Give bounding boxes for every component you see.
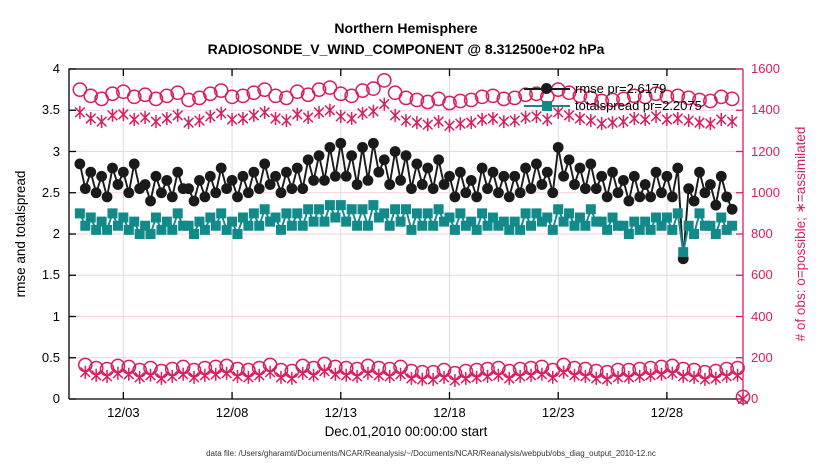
x-tick-label: 12/23	[541, 405, 575, 420]
x-tick-label: 12/03	[107, 405, 140, 420]
left-y-tick-label: 0.5	[41, 349, 60, 365]
axes	[68, 68, 744, 400]
x-axis-label: Dec.01,2010 00:00:00 start	[324, 424, 488, 439]
legend-item-rmse: rmse pr=2.6179	[524, 80, 702, 97]
right-y-tick-label: 800	[751, 226, 773, 241]
left-y-tick-label: 0	[52, 391, 60, 406]
data-file-caption: data file: /Users/gharamti/Documents/NCA…	[206, 449, 656, 458]
left-y-tick-label: 4	[52, 61, 60, 76]
legend-label-totalspread: totalspread pr=2.2075	[575, 98, 702, 113]
left-y-tick-label: 1	[52, 308, 60, 324]
right-y-tick-label: 1600	[751, 61, 780, 76]
left-y-tick-label: 2	[52, 226, 60, 241]
legend-label-rmse: rmse pr=2.6179	[575, 81, 667, 96]
right-y-tick-label: 1200	[751, 143, 780, 159]
right-y-tick-label: 400	[751, 308, 773, 324]
series-totalspread	[74, 200, 738, 258]
legend-item-totalspread: totalspread pr=2.2075	[524, 97, 702, 114]
chart-title-line2: RADIOSONDE_V_WIND_COMPONENT @ 8.312500e+…	[207, 41, 605, 57]
right-y-tick-label: 1000	[751, 184, 780, 200]
left-y-tick-label: 2.5	[41, 184, 60, 200]
x-tick-label: 12/13	[324, 405, 358, 420]
chart-title: Northern Hemisphere RADIOSONDE_V_WIND_CO…	[0, 18, 812, 60]
right-y-tick-label: 200	[751, 349, 773, 365]
series-rmse	[74, 137, 738, 265]
right-y-tick-label: 1400	[751, 102, 780, 118]
x-tick-label: 12/28	[650, 405, 684, 420]
left-y-tick-label: 3	[52, 143, 60, 159]
legend: rmse pr=2.6179 totalspread pr=2.2075	[524, 80, 702, 114]
rmse-legend-marker-icon	[524, 82, 570, 95]
series-obs-assimilated	[74, 97, 749, 406]
x-tick-label: 12/08	[215, 405, 249, 420]
left-y-tick-label: 3.5	[41, 102, 60, 118]
totalspread-square-marker-icon	[542, 101, 552, 111]
right-y-tick-label: 600	[751, 267, 773, 283]
rmse-circle-marker-icon	[541, 83, 552, 94]
x-tick-label: 12/18	[433, 405, 466, 420]
chart-title-line1: Northern Hemisphere	[334, 20, 478, 36]
totalspread-legend-marker-icon	[524, 99, 570, 112]
left-y-tick-label: 1.5	[41, 267, 60, 283]
right-y-tick-label: 0	[751, 391, 759, 406]
